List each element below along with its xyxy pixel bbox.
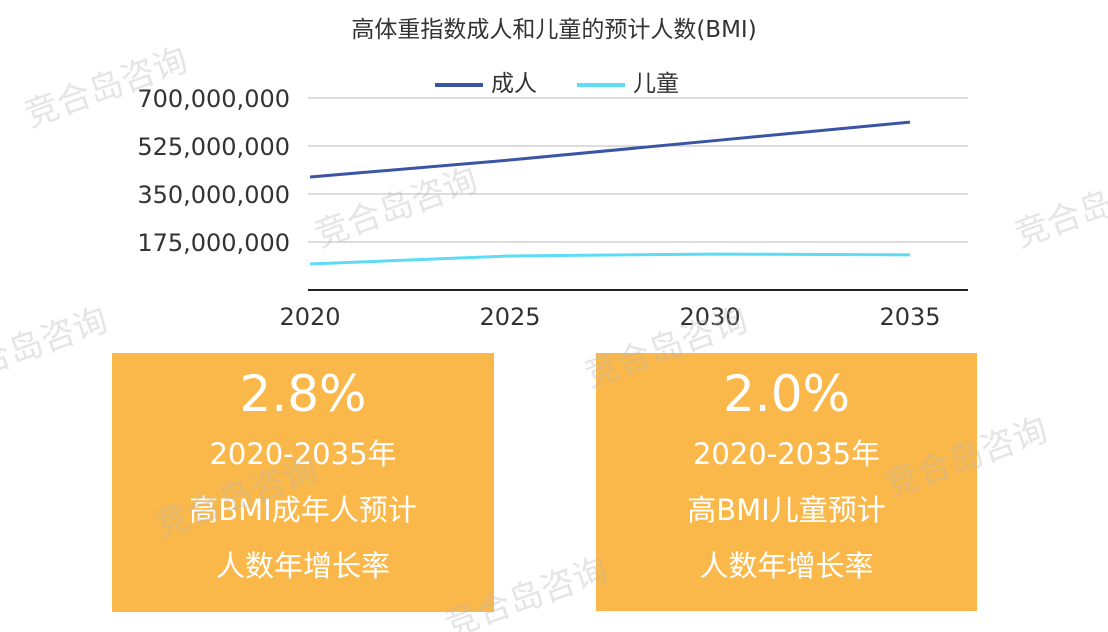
adult-growth-card: 2.8% 2020-2035年 高BMI成年人预计 人数年增长率 [112, 353, 494, 612]
x-tick-label: 2030 [679, 303, 740, 331]
legend: 成人 儿童 [435, 64, 679, 98]
legend-item-child: 儿童 [577, 64, 679, 98]
y-tick-label: 175,000,000 [137, 229, 290, 257]
card-line: 2020-2035年 [692, 437, 881, 471]
y-tick-label: 350,000,000 [137, 181, 290, 209]
card-line: 人数年增长率 [215, 549, 390, 583]
y-tick-label: 525,000,000 [137, 133, 290, 161]
card-line: 2020-2035年 [209, 437, 397, 471]
y-tick-label: 700,000,000 [137, 85, 290, 113]
x-tick-label: 2025 [479, 303, 540, 331]
child-growth-card: 2.0% 2020-2035年 高BMI儿童预计 人数年增长率 [596, 353, 977, 611]
legend-item-adult: 成人 [435, 64, 537, 98]
series-line-成人 [309, 120, 911, 179]
chart-title: 高体重指数成人和儿童的预计人数(BMI) [351, 17, 757, 43]
card-line: 高BMI成年人预计 [189, 493, 417, 527]
x-tick-label: 2035 [879, 303, 940, 331]
card-line: 高BMI儿童预计 [687, 493, 886, 527]
card-line: 人数年增长率 [699, 549, 874, 583]
line-chart: 175,000,000 350,000,000 525,000,000 700,000… [137, 85, 968, 331]
card-value: 2.0% [722, 365, 851, 423]
x-tick-label: 2020 [279, 303, 340, 331]
card-value: 2.8% [239, 365, 367, 423]
series-line-儿童 [309, 252, 911, 266]
